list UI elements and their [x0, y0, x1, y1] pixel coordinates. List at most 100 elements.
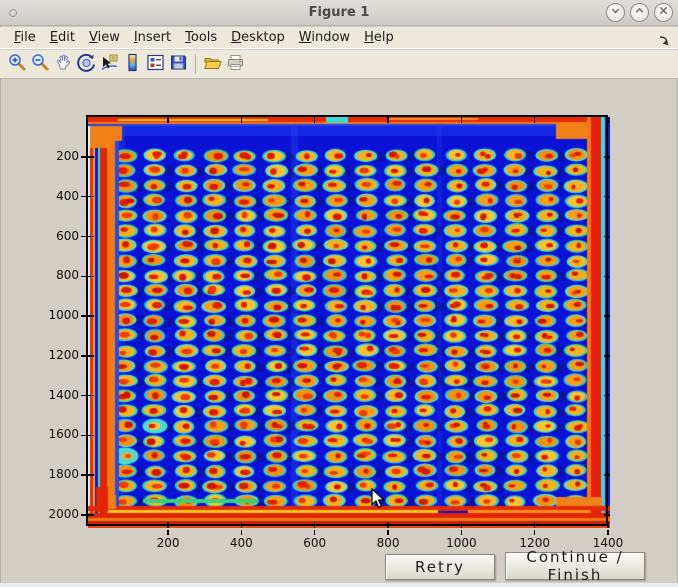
tick-mark	[81, 355, 86, 357]
tick-mark	[533, 117, 536, 123]
tick-mark	[387, 530, 389, 535]
tick-mark	[460, 530, 463, 535]
open-icon	[203, 53, 222, 76]
tick-mark	[313, 117, 316, 123]
menu-tools[interactable]: Tools	[185, 30, 218, 45]
tick-mark	[313, 530, 316, 535]
tick-mark	[607, 530, 609, 535]
menu-desktop[interactable]: Desktop	[231, 30, 285, 45]
print-tool-button[interactable]	[224, 53, 247, 76]
zoom-out-tool-button[interactable]	[29, 53, 52, 76]
tick-mark	[533, 522, 536, 528]
x-tick-label: 800	[376, 536, 400, 550]
tick-mark	[313, 522, 316, 528]
insert-legend-tool-button[interactable]	[144, 53, 167, 76]
tick-mark	[81, 195, 86, 198]
tick-mark	[387, 117, 389, 123]
tick-mark	[88, 355, 94, 357]
tick-mark	[88, 235, 94, 238]
chevron-up-icon	[631, 2, 648, 23]
y-tick-label: 1200	[48, 347, 79, 362]
tick-mark	[387, 522, 389, 528]
dock-figure-arrow-icon[interactable]	[658, 32, 670, 51]
x-tick-label: 1400	[592, 536, 624, 550]
y-tick-label: 200	[56, 148, 79, 163]
tick-mark	[81, 394, 86, 397]
rotate-3d-tool-button[interactable]	[75, 53, 98, 76]
tick-mark	[607, 117, 609, 123]
plot-image[interactable]	[88, 117, 610, 528]
tick-mark	[88, 275, 94, 278]
tick-mark	[604, 355, 610, 357]
print-icon	[226, 53, 245, 76]
x-tick-label: 1000	[446, 536, 477, 550]
toolbar-separator	[195, 54, 196, 74]
menu-file[interactable]: File	[14, 30, 36, 45]
data-cursor-icon	[100, 53, 119, 76]
menubar: File Edit View Insert Tools Desktop Window Help	[0, 27, 678, 49]
y-tick-label: 600	[56, 228, 79, 243]
tick-mark	[460, 522, 463, 528]
maximize-window-button[interactable]	[630, 3, 649, 22]
tick-mark	[604, 156, 610, 158]
colorbar-icon	[123, 53, 142, 76]
retry-button[interactable]: Retry	[385, 554, 495, 580]
menu-insert[interactable]: Insert	[133, 30, 172, 45]
open-tool-button[interactable]	[201, 53, 224, 76]
x-tick-label: 200	[156, 536, 180, 550]
close-window-button[interactable]	[654, 3, 673, 22]
tick-mark	[88, 195, 94, 198]
pan-icon	[54, 53, 73, 76]
tick-mark	[240, 117, 243, 123]
tick-mark	[604, 514, 610, 516]
y-tick-label: 1800	[48, 467, 79, 482]
insert-legend-icon	[146, 53, 165, 76]
y-tick-label: 1000	[48, 308, 79, 323]
tick-mark	[604, 195, 610, 198]
save-icon	[169, 53, 188, 76]
close-x-icon	[655, 2, 672, 23]
tick-mark	[604, 235, 610, 238]
tick-mark	[81, 474, 86, 476]
window-menu-icon[interactable]	[9, 9, 17, 17]
menu-window[interactable]: Window	[298, 30, 351, 45]
continue-finish-button[interactable]: Continue / Finish	[505, 548, 645, 584]
y-tick-label: 1600	[48, 427, 79, 442]
menu-help[interactable]: Help	[364, 30, 394, 45]
menu-edit[interactable]: Edit	[49, 30, 75, 45]
tick-mark	[81, 235, 86, 238]
tick-mark	[604, 315, 610, 317]
menu-view[interactable]: View	[88, 30, 120, 45]
tick-mark	[81, 275, 86, 278]
x-tick-label: 1200	[519, 536, 550, 550]
tick-mark	[88, 156, 94, 158]
x-tick-label: 600	[303, 536, 327, 550]
tick-mark	[81, 156, 86, 158]
y-tick-label: 1400	[48, 387, 79, 402]
tick-mark	[240, 530, 243, 535]
tick-mark	[607, 522, 609, 528]
x-tick-label: 400	[229, 536, 253, 550]
tick-mark	[81, 434, 86, 437]
tick-mark	[88, 514, 94, 516]
tick-mark	[88, 474, 94, 476]
toolbar	[0, 50, 678, 79]
titlebar[interactable]: Figure 1	[0, 0, 678, 26]
tick-mark	[604, 434, 610, 437]
save-tool-button[interactable]	[167, 53, 190, 76]
tick-mark	[167, 530, 169, 535]
rotate-3d-icon	[77, 53, 96, 76]
zoom-out-icon	[31, 53, 50, 76]
window-title: Figure 1	[308, 5, 370, 20]
data-cursor-tool-button[interactable]	[98, 53, 121, 76]
tick-mark	[81, 315, 86, 317]
tick-mark	[604, 275, 610, 278]
shade-window-button[interactable]	[606, 3, 625, 22]
tick-mark	[88, 315, 94, 317]
pan-tool-button[interactable]	[52, 53, 75, 76]
y-tick-label: 800	[56, 268, 79, 283]
zoom-in-tool-button[interactable]	[6, 53, 29, 76]
colorbar-tool-button[interactable]	[121, 53, 144, 76]
tick-mark	[167, 117, 169, 123]
